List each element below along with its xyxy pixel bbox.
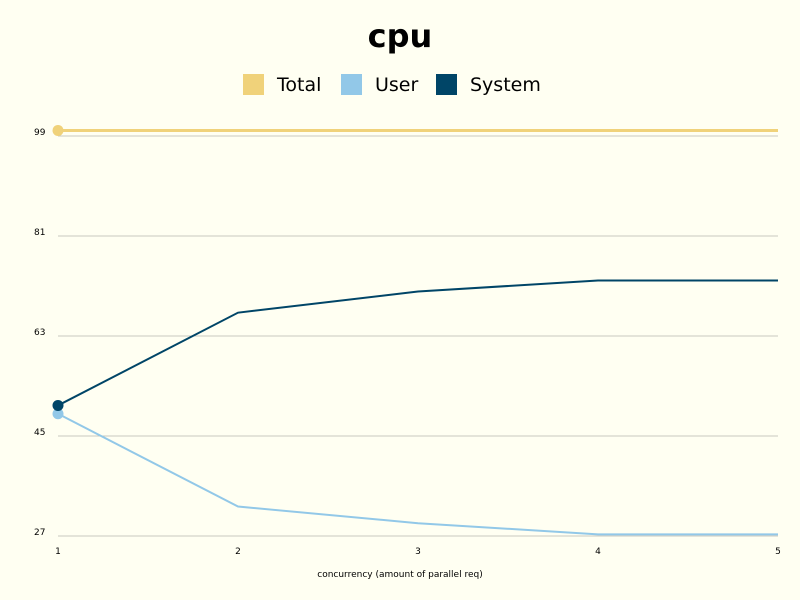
legend-label: Total bbox=[276, 74, 321, 96]
y-axis-ticks: 27 45 63 81 99 bbox=[34, 128, 46, 538]
legend-item-total: Total bbox=[243, 74, 321, 96]
legend-swatch bbox=[436, 74, 457, 95]
x-tick-label: 1 bbox=[55, 547, 61, 557]
series-point-system bbox=[52, 399, 64, 411]
series-user bbox=[52, 408, 778, 536]
legend-item-system: System bbox=[436, 74, 541, 96]
legend-swatch bbox=[341, 74, 362, 95]
chart-grid bbox=[58, 135, 778, 537]
y-tick-label: 63 bbox=[34, 328, 45, 338]
chart-legend: Total User System bbox=[243, 74, 541, 96]
legend-label: User bbox=[375, 74, 418, 96]
legend-item-user: User bbox=[341, 74, 418, 96]
legend-swatch bbox=[243, 74, 264, 95]
series-system bbox=[52, 279, 778, 411]
y-tick-label: 99 bbox=[34, 128, 46, 138]
series-point-total bbox=[52, 124, 64, 136]
y-tick-label: 27 bbox=[34, 528, 45, 538]
series-line-system bbox=[57, 279, 778, 407]
y-tick-label: 81 bbox=[34, 228, 45, 238]
legend-label: System bbox=[470, 74, 541, 96]
x-tick-label: 2 bbox=[235, 547, 241, 557]
chart-series bbox=[52, 124, 778, 536]
x-tick-label: 4 bbox=[595, 547, 601, 557]
series-point-user bbox=[52, 408, 64, 420]
x-tick-label: 5 bbox=[775, 547, 781, 557]
series-line-user bbox=[57, 412, 778, 536]
x-tick-label: 3 bbox=[415, 547, 421, 557]
chart-title: cpu bbox=[368, 17, 433, 55]
series-total bbox=[52, 124, 778, 136]
x-axis-ticks: 1 2 3 4 5 bbox=[55, 547, 781, 557]
x-axis-label: concurrency (amount of parallel req) bbox=[317, 570, 482, 580]
y-tick-label: 45 bbox=[34, 428, 45, 438]
